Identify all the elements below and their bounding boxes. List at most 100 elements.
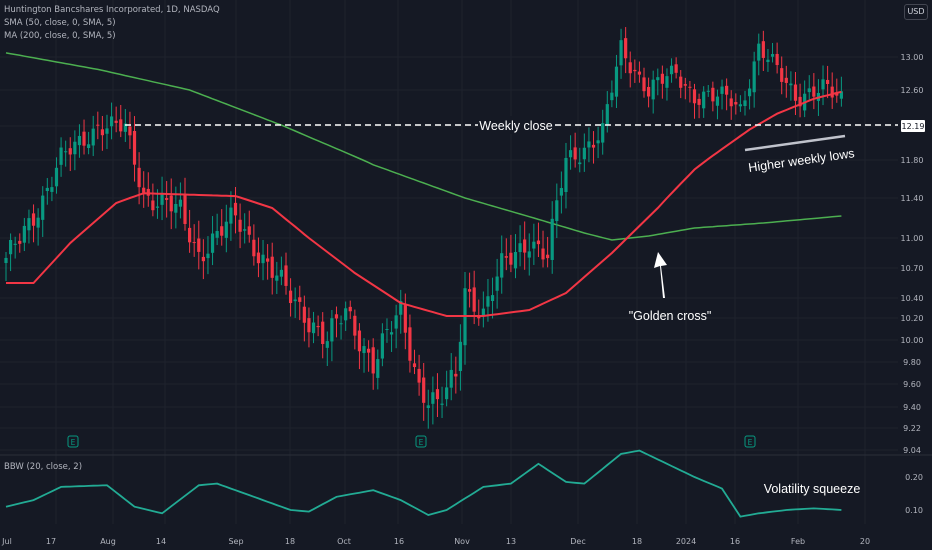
candle-body bbox=[477, 316, 481, 319]
candle-body bbox=[50, 187, 54, 192]
time-tick-label: 2024 bbox=[676, 537, 696, 546]
candle-body bbox=[54, 167, 59, 187]
candle-body bbox=[293, 299, 297, 302]
candle-body bbox=[261, 254, 265, 264]
candle-body bbox=[747, 88, 752, 97]
candle-body bbox=[247, 226, 251, 235]
candle-body bbox=[385, 329, 389, 331]
candle-body bbox=[41, 195, 45, 220]
time-tick-label: 16 bbox=[730, 537, 740, 546]
candle-body bbox=[307, 318, 311, 333]
candle-body bbox=[619, 40, 623, 66]
candle-body bbox=[64, 151, 68, 153]
candle-body bbox=[793, 84, 798, 101]
candle-body bbox=[656, 77, 660, 81]
candle-body bbox=[288, 290, 293, 304]
time-tick-label: 16 bbox=[394, 537, 404, 546]
earnings-marker-label: E bbox=[748, 438, 753, 447]
sma50-legend[interactable]: SMA (50, close, 0, SMA, 5) bbox=[4, 18, 116, 28]
candle-body bbox=[192, 242, 196, 244]
candle-body bbox=[160, 193, 164, 205]
candle-body bbox=[13, 243, 17, 245]
time-tick-label: Jul bbox=[1, 537, 12, 546]
sma50-line-group bbox=[6, 90, 842, 317]
candle-body bbox=[702, 91, 706, 109]
candle-body bbox=[348, 306, 352, 312]
candle-body bbox=[624, 38, 628, 59]
currency-button[interactable]: USD bbox=[904, 4, 928, 20]
candle-body bbox=[559, 188, 563, 196]
time-tick-label: Oct bbox=[337, 537, 351, 546]
candle-body bbox=[229, 207, 233, 224]
candle-body bbox=[633, 69, 637, 72]
time-tick-label: Aug bbox=[100, 537, 116, 546]
price-tick-label: 12.60 bbox=[901, 86, 924, 95]
earnings-marker bbox=[67, 435, 79, 448]
bbw-line bbox=[5, 449, 842, 518]
price-tick-label: 13.00 bbox=[901, 53, 924, 62]
candle-body bbox=[812, 86, 816, 97]
candle-body bbox=[495, 276, 499, 291]
candle-body bbox=[500, 253, 504, 278]
candle-body bbox=[449, 369, 453, 388]
candle-body bbox=[178, 199, 183, 207]
candle-body bbox=[4, 257, 8, 263]
symbol-legend[interactable]: Huntington Bancshares Incorporated, 1D, … bbox=[4, 5, 220, 15]
ma200-legend[interactable]: MA (200, close, 0, SMA, 5) bbox=[4, 31, 116, 41]
candle-body bbox=[546, 254, 550, 259]
candle-body bbox=[334, 314, 339, 319]
candle-body bbox=[151, 200, 155, 211]
ma200-line bbox=[5, 52, 842, 241]
price-tick-label: 10.00 bbox=[901, 336, 924, 345]
candle-body bbox=[426, 405, 430, 409]
candle-body bbox=[532, 241, 536, 249]
candle-body bbox=[729, 98, 733, 107]
candle-body bbox=[422, 377, 426, 403]
candle-body bbox=[183, 194, 187, 224]
candle-body bbox=[220, 226, 224, 236]
candle-body bbox=[697, 98, 701, 105]
weekly-close-label: Weekly close bbox=[479, 119, 552, 133]
bbw-line-group bbox=[5, 449, 842, 518]
price-tick-label: 9.80 bbox=[903, 358, 921, 367]
candle-body bbox=[224, 221, 228, 238]
candle-body bbox=[123, 123, 127, 132]
candle-body bbox=[376, 359, 380, 378]
candle-body bbox=[472, 287, 476, 312]
candle-body bbox=[490, 295, 495, 302]
candle-body bbox=[527, 251, 531, 258]
candle-body bbox=[665, 76, 669, 88]
candle-body bbox=[321, 321, 325, 344]
candle-body bbox=[798, 96, 802, 107]
price-tick-label: 9.60 bbox=[903, 380, 921, 389]
candle-body bbox=[36, 217, 40, 228]
grid bbox=[0, 454, 932, 456]
candle-body bbox=[68, 148, 72, 155]
candle-body bbox=[146, 188, 150, 196]
candle-body bbox=[651, 79, 655, 100]
candle-body bbox=[467, 289, 472, 292]
golden-cross-label: "Golden cross" bbox=[629, 309, 712, 323]
candle-body bbox=[188, 227, 192, 243]
candle-body bbox=[518, 243, 522, 253]
candle-body bbox=[541, 248, 545, 260]
candle-body bbox=[564, 157, 568, 193]
candle-body bbox=[568, 150, 573, 158]
earnings-marker bbox=[415, 435, 427, 448]
candle-body bbox=[715, 96, 720, 106]
bbw-legend[interactable]: BBW (20, close, 2) bbox=[4, 462, 83, 472]
candle-body bbox=[119, 119, 123, 132]
candle-body bbox=[408, 327, 412, 361]
time-tick-label: 17 bbox=[46, 537, 56, 546]
ma200-line-group bbox=[5, 52, 842, 241]
candle-body bbox=[454, 373, 458, 377]
candle-body bbox=[298, 297, 302, 302]
candle-body bbox=[674, 64, 678, 73]
candle-body bbox=[683, 84, 687, 86]
candle-body bbox=[610, 92, 614, 101]
candle-body bbox=[573, 147, 577, 160]
candle-body bbox=[353, 315, 357, 336]
candle-body bbox=[243, 229, 247, 231]
